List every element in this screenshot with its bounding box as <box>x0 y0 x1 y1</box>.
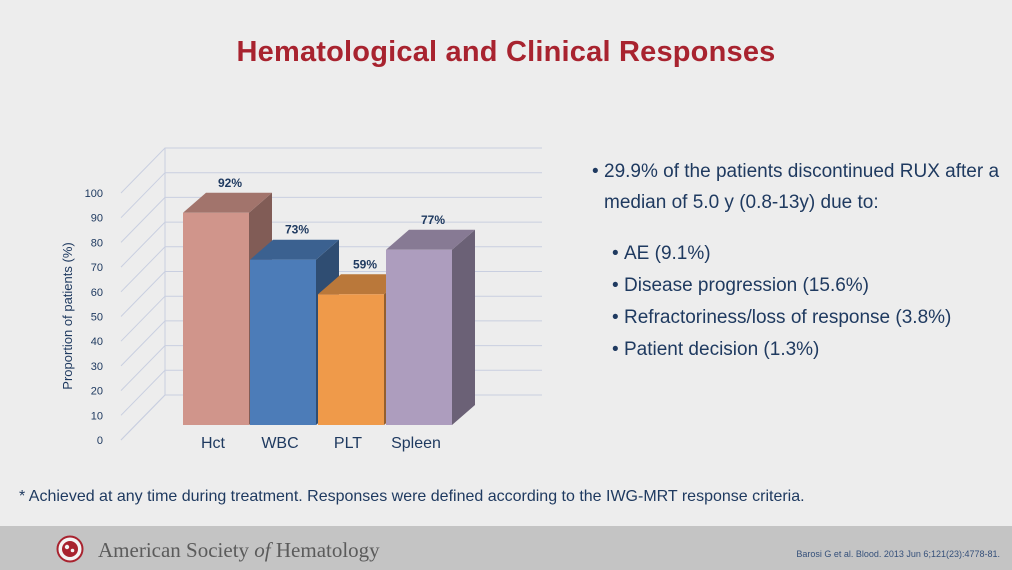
x-tick-label: Spleen <box>391 435 441 452</box>
footnote: * Achieved at any time during treatment.… <box>19 488 805 505</box>
y-tick-label: 0 <box>97 435 103 447</box>
org-name-part: American Society <box>98 538 255 562</box>
y-tick-label: 30 <box>91 361 103 373</box>
main-bullet: 29.9% of the patients discontinued RUX a… <box>592 156 1002 218</box>
y-axis-label: Proportion of patients (%) <box>60 242 75 389</box>
x-tick-label: WBC <box>261 435 298 452</box>
bar-top <box>318 274 407 295</box>
discontinuation-bullets: 29.9% of the patients discontinued RUX a… <box>592 156 1002 366</box>
y-tick-label: 10 <box>91 410 103 422</box>
bar-top <box>386 229 475 250</box>
bar-side <box>452 229 475 425</box>
organization-name: American Society of Hematology <box>98 538 380 563</box>
y-tick-label: 50 <box>91 312 103 324</box>
y-tick-label: 40 <box>91 336 103 348</box>
data-label: 92% <box>218 176 242 190</box>
reason-item: Patient decision (1.3%) <box>612 334 1002 366</box>
reason-list: AE (9.1%) Disease progression (15.6%) Re… <box>592 238 1002 366</box>
bar <box>183 212 249 425</box>
data-label: 59% <box>353 257 377 271</box>
reason-item: AE (9.1%) <box>612 238 1002 270</box>
bar <box>250 259 316 425</box>
citation: Barosi G et al. Blood. 2013 Jun 6;121(23… <box>796 549 1000 559</box>
y-tick-label: 80 <box>91 237 103 249</box>
y-tick-label: 90 <box>91 213 103 225</box>
slide-title: Hematological and Clinical Responses <box>236 36 776 68</box>
bar <box>318 294 384 425</box>
x-tick-label: Hct <box>201 435 226 452</box>
y-tick-label: 20 <box>91 386 103 398</box>
org-name-part: Hematology <box>270 538 380 562</box>
bar <box>386 249 452 425</box>
gridline <box>120 172 542 219</box>
x-tick-label: PLT <box>334 435 362 452</box>
ash-logo-icon <box>56 535 84 563</box>
data-label: 77% <box>421 213 445 227</box>
bar-top <box>250 239 339 260</box>
y-tick-label: 60 <box>91 287 103 299</box>
data-label: 73% <box>285 223 309 237</box>
gridline <box>120 147 542 194</box>
y-tick-label: 70 <box>91 262 103 274</box>
org-name-of: of <box>254 538 271 562</box>
reason-item: Disease progression (15.6%) <box>612 270 1002 302</box>
bar-top <box>183 192 272 213</box>
reason-item: Refractoriness/loss of response (3.8%) <box>612 302 1002 334</box>
y-tick-label: 100 <box>85 188 103 200</box>
footer-bar: American Society of Hematology Barosi G … <box>0 526 1012 570</box>
